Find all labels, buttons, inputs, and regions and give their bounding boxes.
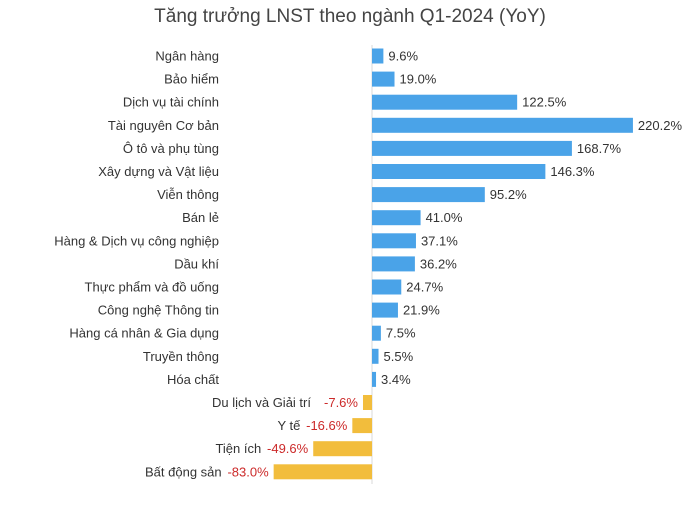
category-label-3: Dịch vụ tài chính: [123, 95, 219, 110]
category-label-11: Thực phẩm và đồ uống: [85, 280, 219, 295]
bar-1: [372, 48, 384, 64]
value-label-10: 36.2%: [420, 256, 457, 271]
bar-4: [372, 117, 633, 133]
category-label-5: Ô tô và phụ tùng: [123, 141, 219, 156]
value-label-5: 168.7%: [577, 141, 622, 156]
bar-6: [372, 164, 546, 179]
category-label-14: Truyền thông: [143, 349, 219, 364]
value-label-19: -83.0%: [227, 464, 269, 479]
bar-11: [372, 279, 402, 295]
value-label-12: 21.9%: [403, 303, 440, 318]
bar-18: [313, 441, 372, 457]
category-label-9: Hàng & Dịch vụ công nghiệp: [54, 233, 219, 248]
bar-3: [372, 94, 518, 110]
category-label-18: Tiện ích: [215, 441, 261, 456]
bar-8: [372, 210, 421, 226]
bar-17: [352, 418, 372, 434]
category-label-8: Bán lẻ: [182, 210, 219, 225]
value-label-14: 5.5%: [384, 349, 414, 364]
value-label-18: -49.6%: [267, 441, 309, 456]
category-label-16: Du lịch và Giải trí: [212, 395, 311, 410]
value-label-3: 122.5%: [522, 95, 567, 110]
value-label-11: 24.7%: [406, 280, 443, 295]
value-label-7: 95.2%: [490, 187, 527, 202]
category-label-10: Dầu khí: [174, 256, 219, 271]
value-label-4: 220.2%: [638, 118, 683, 133]
bar-15: [372, 371, 377, 387]
value-label-17: -16.6%: [306, 418, 348, 433]
category-label-19: Bất động sản: [145, 464, 222, 479]
category-label-2: Bảo hiểm: [164, 72, 219, 87]
category-label-13: Hàng cá nhân & Gia dụng: [69, 326, 219, 341]
value-label-6: 146.3%: [550, 164, 595, 179]
category-label-15: Hóa chất: [167, 372, 219, 387]
value-label-13: 7.5%: [386, 326, 416, 341]
bar-2: [372, 71, 395, 87]
value-label-8: 41.0%: [426, 210, 463, 225]
labels-layer: 9.6% Ngân hàng 19.0% Bảo hiểm 122.5% Dịch vụ …: [54, 49, 682, 480]
category-label-12: Công nghệ Thông tin: [98, 303, 219, 318]
value-label-2: 19.0%: [400, 72, 437, 87]
bar-13: [372, 325, 381, 341]
category-label-6: Xây dựng và Vật liệu: [98, 164, 219, 179]
chart-title: Tăng trưởng LNST theo ngành Q1-2024 (YoY…: [154, 6, 546, 27]
category-label-1: Ngân hàng: [155, 49, 219, 64]
category-label-17: Y tế: [277, 418, 301, 433]
bar-14: [372, 348, 379, 364]
bar-19: [273, 464, 372, 480]
bars-layer: [273, 48, 633, 480]
value-label-9: 37.1%: [421, 233, 458, 248]
value-label-1: 9.6%: [388, 49, 418, 64]
bar-16: [362, 395, 372, 410]
category-label-7: Viễn thông: [157, 187, 219, 202]
bar-10: [372, 256, 415, 272]
bar-5: [372, 140, 572, 156]
value-label-16: -7.6%: [324, 395, 358, 410]
category-label-4: Tài nguyên Cơ bản: [108, 118, 219, 133]
bar-7: [372, 187, 485, 203]
bar-12: [372, 302, 398, 318]
bar-9: [372, 233, 416, 249]
value-label-15: 3.4%: [381, 372, 411, 387]
